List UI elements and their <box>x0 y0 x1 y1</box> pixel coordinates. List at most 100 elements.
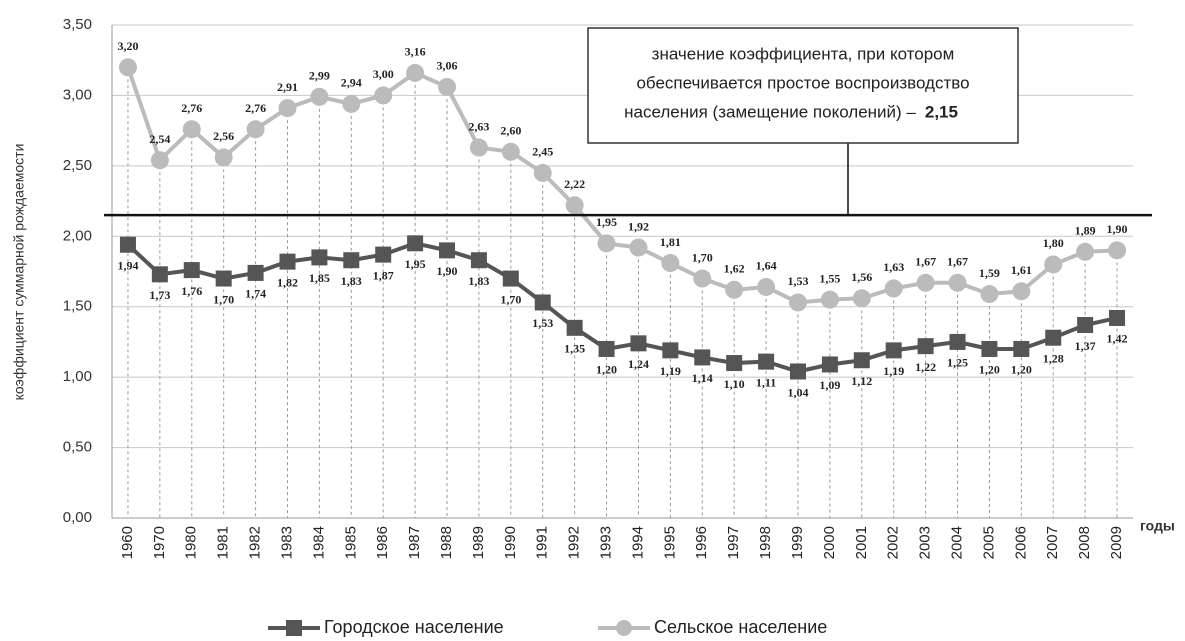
value-label: 1,24 <box>628 357 649 371</box>
value-label: 2,56 <box>213 129 234 143</box>
x-tick-label: 1999 <box>789 526 806 559</box>
legend-marker <box>286 620 302 636</box>
marker <box>757 277 776 296</box>
value-label: 2,54 <box>149 132 170 146</box>
value-label: 2,76 <box>245 101 266 115</box>
value-label: 1,37 <box>1075 339 1096 353</box>
marker <box>278 99 297 118</box>
x-tick-label: 2006 <box>1012 526 1029 559</box>
marker <box>662 342 679 359</box>
marker <box>726 355 743 372</box>
value-label: 1,35 <box>564 342 585 356</box>
marker <box>182 120 201 139</box>
value-label: 1,56 <box>851 270 872 284</box>
value-label: 1,20 <box>1011 363 1032 377</box>
marker <box>469 138 488 157</box>
marker <box>758 353 775 370</box>
legend-label: Сельское население <box>654 617 827 637</box>
marker <box>789 363 806 380</box>
x-tick-label: 1960 <box>119 526 136 559</box>
marker <box>694 349 711 366</box>
value-label: 1,53 <box>787 274 808 288</box>
marker <box>1077 317 1094 334</box>
y-tick-label: 1,50 <box>63 298 92 315</box>
value-label: 1,94 <box>117 258 138 272</box>
value-label: 1,92 <box>628 219 649 233</box>
marker <box>214 148 233 167</box>
value-label: 1,90 <box>1107 222 1128 236</box>
value-label: 1,67 <box>947 255 968 269</box>
y-tick-label: 0,50 <box>63 439 92 456</box>
y-tick-label: 3,00 <box>63 86 92 103</box>
value-label: 1,62 <box>724 262 745 276</box>
annotation-text: обеспечивается простое воспроизводство <box>636 73 969 92</box>
marker <box>215 270 232 287</box>
marker <box>1044 255 1063 274</box>
value-label: 1,42 <box>1107 332 1128 346</box>
marker <box>374 86 393 105</box>
value-label: 1,22 <box>915 360 936 374</box>
x-tick-label: 1992 <box>566 526 583 559</box>
marker <box>279 253 296 270</box>
value-label: 1,10 <box>724 377 745 391</box>
value-label: 2,60 <box>500 124 521 138</box>
series-line <box>126 241 1118 374</box>
marker <box>852 289 871 308</box>
marker <box>917 338 934 355</box>
value-label: 3,00 <box>373 67 394 81</box>
marker <box>693 269 712 288</box>
marker <box>1012 282 1031 301</box>
x-axis-label: годы <box>1140 518 1175 534</box>
x-tick-label: 1998 <box>757 526 774 559</box>
y-tick-label: 1,00 <box>63 368 92 385</box>
marker <box>885 342 902 359</box>
marker <box>629 238 648 257</box>
y-axis-label: коэффициент суммарной рождаемости <box>11 144 27 401</box>
annotation-box <box>587 27 1019 144</box>
marker <box>534 294 551 311</box>
value-label: 1,76 <box>181 284 202 298</box>
marker <box>821 356 838 373</box>
value-label: 1,70 <box>500 292 521 306</box>
value-label: 1,89 <box>1075 224 1096 238</box>
x-tick-label: 1981 <box>215 526 232 559</box>
x-tick-label: 2005 <box>980 526 997 559</box>
x-tick-label: 1991 <box>534 526 551 559</box>
x-tick-label: 1990 <box>502 526 519 559</box>
value-label: 1,87 <box>373 268 394 282</box>
value-label: 1,85 <box>309 271 330 285</box>
marker <box>949 333 966 350</box>
x-tick-label: 2003 <box>917 526 934 559</box>
marker <box>470 252 487 269</box>
annotation-value: 2,15 <box>925 102 958 121</box>
value-label: 1,59 <box>979 266 1000 280</box>
value-label: 2,76 <box>181 101 202 115</box>
marker <box>150 151 169 170</box>
x-tick-label: 1980 <box>183 526 200 559</box>
marker <box>501 142 520 161</box>
value-label: 1,83 <box>341 274 362 288</box>
x-tick-label: 1996 <box>693 526 710 559</box>
value-label: 1,61 <box>1011 263 1032 277</box>
marker <box>407 235 424 252</box>
value-label: 1,82 <box>277 275 298 289</box>
x-tick-label: 1985 <box>342 526 359 559</box>
marker <box>980 285 999 304</box>
marker <box>310 87 329 106</box>
marker <box>375 246 392 263</box>
value-label: 1,20 <box>596 363 617 377</box>
annotation-text: значение коэффициента, при котором <box>652 44 955 63</box>
x-tick-label: 1970 <box>151 526 168 559</box>
value-label: 2,99 <box>309 69 330 83</box>
value-label: 1,19 <box>660 364 681 378</box>
marker <box>438 77 457 96</box>
x-tick-label: 1984 <box>310 526 327 559</box>
x-tick-label: 1986 <box>374 526 391 559</box>
legend-label: Городское население <box>324 617 504 637</box>
value-label: 1,14 <box>692 371 713 385</box>
marker <box>343 252 360 269</box>
marker <box>788 293 807 312</box>
value-label: 1,73 <box>149 288 170 302</box>
marker <box>246 120 265 139</box>
